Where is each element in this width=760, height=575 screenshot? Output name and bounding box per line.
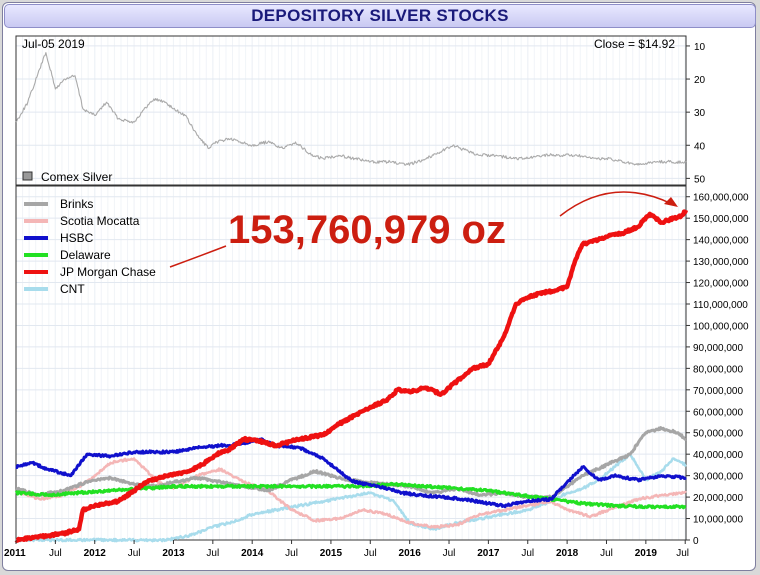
main-y-tick-label: 10,000,000 (693, 515, 743, 526)
x-tick-label: 2019 (635, 548, 658, 559)
main-y-tick-label: 120,000,000 (693, 279, 749, 290)
legend-label-jp-morgan-chase: JP Morgan Chase (60, 265, 156, 279)
main-panel-series (14, 209, 689, 543)
x-tick-label: 2015 (320, 548, 343, 559)
x-tick-label: Jul (128, 548, 141, 559)
series-line-jp-morgan-chase (14, 209, 689, 543)
x-tick-label: Jul (521, 548, 534, 559)
series-line-hsbc (15, 437, 687, 509)
series-line-comex-silver (15, 52, 687, 166)
legend-label-hsbc: HSBC (60, 231, 94, 245)
x-tick-label: Jul (49, 548, 62, 559)
annotation-arrow-left (169, 245, 227, 268)
top-panel-series (15, 52, 687, 166)
main-panel-y-axis: 0 10,000,000 20,000,000 30,000,000 40,000,00… (686, 193, 749, 547)
top-legend-label: Comex Silver (41, 170, 112, 184)
legend-label-cnt: CNT (60, 282, 85, 296)
x-tick-label: 2013 (162, 548, 185, 559)
annotation-arrow-right (559, 191, 673, 217)
main-y-tick-label: 60,000,000 (693, 407, 743, 418)
chart-title: DEPOSITORY SILVER STOCKS (251, 6, 509, 25)
legend-label-scotia-mocatta: Scotia Mocatta (60, 214, 140, 228)
x-tick-label: Jul (285, 548, 298, 559)
legend-label-delaware: Delaware (60, 248, 111, 262)
x-tick-label: 2018 (556, 548, 579, 559)
main-legend: Brinks Scotia Mocatta HSBC Delaware JP Morga… (24, 197, 156, 296)
top-close-label: Close = $14.92 (594, 37, 675, 51)
main-panel-border (15, 185, 687, 541)
main-y-tick-label: 50,000,000 (693, 429, 743, 440)
main-y-tick-label: 80,000,000 (693, 364, 743, 375)
main-y-tick-label: 0 (693, 536, 699, 547)
chart-title-bar: DEPOSITORY SILVER STOCKS (4, 4, 756, 28)
top-panel-grid (15, 36, 686, 185)
main-y-tick-label: 40,000,000 (693, 450, 743, 461)
main-y-tick-label: 160,000,000 (693, 193, 749, 204)
main-y-tick-label: 100,000,000 (693, 321, 749, 332)
main-y-tick-label: 20,000,000 (693, 493, 743, 504)
x-tick-label: 2012 (84, 548, 107, 559)
top-y-tick-label: 10 (694, 42, 706, 53)
series-line-cnt (15, 452, 687, 543)
top-date-label: Jul-05 2019 (22, 37, 85, 51)
x-tick-label: Jul (443, 548, 456, 559)
series-line-scotia-mocatta (15, 457, 687, 529)
x-tick-label: Jul (600, 548, 613, 559)
main-y-tick-label: 110,000,000 (693, 300, 748, 311)
top-y-tick-label: 50 (694, 174, 706, 185)
series-line-delaware (14, 481, 687, 510)
total-ounces-annotation: 153,760,979 oz (228, 208, 506, 252)
main-y-tick-label: 130,000,000 (693, 257, 749, 268)
main-y-tick-label: 70,000,000 (693, 386, 743, 397)
main-y-tick-label: 150,000,000 (693, 214, 749, 225)
x-tick-label: 2016 (399, 548, 422, 559)
main-y-tick-label: 30,000,000 (693, 472, 743, 483)
top-panel-border (15, 35, 687, 186)
x-tick-label: Jul (364, 548, 377, 559)
main-y-tick-label: 90,000,000 (693, 343, 743, 354)
legend-label-brinks: Brinks (60, 197, 93, 211)
main-y-tick-label: 140,000,000 (693, 236, 749, 247)
top-legend-swatch (22, 171, 33, 181)
x-tick-label: 2017 (477, 548, 500, 559)
top-panel-y-axis: 50 40 30 20 10 (686, 42, 706, 185)
x-tick-label: Jul (676, 548, 689, 559)
x-tick-label: 2014 (241, 548, 264, 559)
top-y-tick-label: 40 (694, 141, 706, 152)
x-tick-label: 2011 (4, 548, 26, 559)
top-y-tick-label: 30 (694, 108, 706, 119)
top-y-tick-label: 20 (694, 75, 706, 86)
annotation-arrowhead (664, 197, 678, 207)
x-tick-label: Jul (206, 548, 219, 559)
x-axis: 2011 Jul 2012 Jul 2013 Jul 2014 Jul 2015 Jul 2016 J… (4, 540, 689, 559)
